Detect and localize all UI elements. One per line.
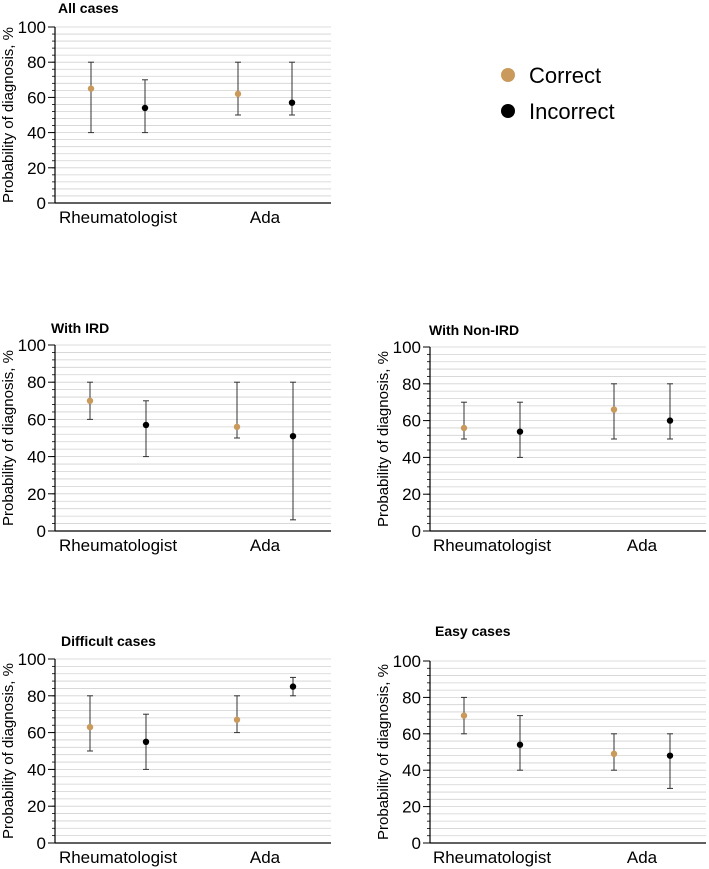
y-tick-label: 20 <box>27 797 46 816</box>
y-tick-label: 80 <box>27 687 46 706</box>
y-tick-label: 100 <box>18 18 46 37</box>
y-axis-label: Probability of diagnosis, % <box>0 27 17 203</box>
y-tick-label: 100 <box>18 336 46 355</box>
legend-label-incorrect: Incorrect <box>529 99 615 124</box>
data-point-correct <box>233 716 241 723</box>
y-tick-label: 80 <box>27 373 46 392</box>
data-point-incorrect <box>289 432 297 440</box>
y-tick-label: 40 <box>27 760 46 779</box>
y-tick-label: 0 <box>37 194 46 213</box>
legend-label-correct: Correct <box>529 63 601 88</box>
y-tick-label: 100 <box>18 650 46 669</box>
chart-title: Difficult cases <box>61 633 156 649</box>
data-point-correct <box>460 424 468 432</box>
data-point-correct <box>86 723 94 731</box>
x-category-label: Rheumatologist <box>59 208 177 227</box>
data-point-correct <box>233 423 241 431</box>
y-tick-label: 20 <box>402 485 421 504</box>
y-tick-label: 100 <box>393 652 421 671</box>
y-tick-label: 20 <box>27 159 46 178</box>
x-category-label: Ada <box>627 536 658 555</box>
data-point-incorrect <box>666 417 674 424</box>
x-category-label: Ada <box>250 208 281 227</box>
legend-marker-correct <box>501 68 515 82</box>
chart-title: With Non-IRD <box>429 322 519 338</box>
x-category-label: Ada <box>250 848 281 867</box>
x-category-label: Ada <box>250 536 281 555</box>
x-category-label: Rheumatologist <box>59 848 177 867</box>
x-category-label: Rheumatologist <box>433 848 551 867</box>
data-point-correct <box>87 85 95 92</box>
y-tick-label: 80 <box>402 375 421 394</box>
y-tick-label: 40 <box>27 448 46 467</box>
y-tick-label: 60 <box>402 725 421 744</box>
y-tick-label: 0 <box>412 834 421 853</box>
data-point-correct <box>610 406 618 413</box>
data-point-correct <box>610 750 618 758</box>
data-point-incorrect <box>288 99 296 106</box>
x-category-label: Ada <box>627 848 658 867</box>
x-category-label: Rheumatologist <box>59 536 177 555</box>
y-tick-label: 20 <box>402 798 421 817</box>
data-point-correct <box>460 712 468 719</box>
data-point-incorrect <box>141 104 149 112</box>
y-tick-label: 60 <box>27 724 46 743</box>
data-point-correct <box>86 397 94 404</box>
y-tick-label: 0 <box>37 834 46 853</box>
y-tick-label: 20 <box>27 485 46 504</box>
y-tick-label: 60 <box>27 88 46 107</box>
y-axis-label: Probability of diagnosis, % <box>375 664 392 840</box>
y-tick-label: 100 <box>393 338 421 357</box>
y-axis-label: Probability of diagnosis, % <box>0 663 17 839</box>
data-point-incorrect <box>516 428 524 435</box>
y-axis-label: Probability of diagnosis, % <box>375 351 392 527</box>
chart-title: With IRD <box>51 320 109 336</box>
y-tick-label: 80 <box>402 688 421 707</box>
data-point-correct <box>234 90 242 98</box>
y-tick-label: 60 <box>402 412 421 431</box>
data-point-incorrect <box>666 752 674 759</box>
legend-marker-incorrect <box>501 104 515 118</box>
y-tick-label: 0 <box>412 522 421 541</box>
data-point-incorrect <box>142 421 150 429</box>
chart-title: All cases <box>58 0 119 16</box>
y-axis-label: Probability of diagnosis, % <box>0 350 17 526</box>
y-tick-label: 80 <box>27 53 46 72</box>
data-point-incorrect <box>516 741 524 748</box>
y-tick-label: 40 <box>402 761 421 780</box>
data-point-incorrect <box>142 738 150 745</box>
chart-title: Easy cases <box>435 623 511 639</box>
y-tick-label: 40 <box>27 124 46 143</box>
y-tick-label: 40 <box>402 448 421 467</box>
y-tick-label: 0 <box>37 522 46 541</box>
data-point-incorrect <box>289 683 297 690</box>
x-category-label: Rheumatologist <box>433 536 551 555</box>
y-tick-label: 60 <box>27 410 46 429</box>
legend: Correct Incorrect <box>501 63 615 124</box>
